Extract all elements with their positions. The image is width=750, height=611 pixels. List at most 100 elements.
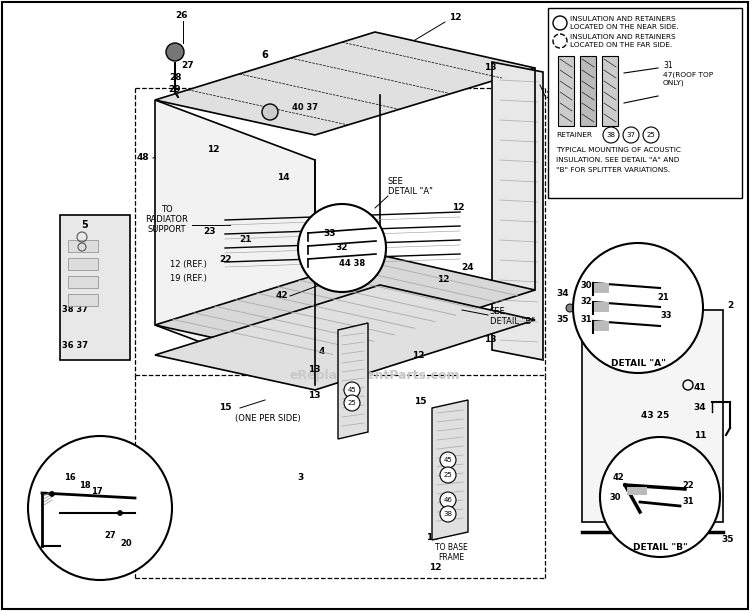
Text: 12: 12 — [436, 276, 449, 285]
Text: 25: 25 — [444, 472, 452, 478]
Text: INSULATION AND RETAINERS: INSULATION AND RETAINERS — [570, 16, 676, 22]
Bar — [558, 56, 574, 126]
Text: 34: 34 — [556, 288, 569, 298]
Text: 12: 12 — [448, 12, 461, 21]
Circle shape — [298, 204, 386, 292]
Text: 12 (REF.): 12 (REF.) — [170, 260, 206, 269]
Text: 29: 29 — [169, 86, 182, 95]
Bar — [602, 56, 618, 126]
Text: (ONE PER SIDE): (ONE PER SIDE) — [236, 414, 301, 422]
Text: 13: 13 — [484, 335, 496, 345]
Bar — [68, 276, 98, 288]
Circle shape — [610, 304, 618, 312]
Polygon shape — [155, 285, 535, 390]
Circle shape — [262, 104, 278, 120]
Circle shape — [603, 127, 619, 143]
Text: INSULATION. SEE DETAIL "A" AND: INSULATION. SEE DETAIL "A" AND — [556, 157, 680, 163]
Polygon shape — [492, 62, 543, 360]
Polygon shape — [155, 100, 315, 385]
Circle shape — [577, 304, 585, 312]
Text: 17: 17 — [92, 488, 103, 497]
Text: 28: 28 — [169, 73, 182, 82]
Text: 45: 45 — [444, 457, 452, 463]
Text: 13: 13 — [308, 365, 320, 375]
Bar — [580, 56, 596, 126]
Circle shape — [600, 437, 720, 557]
Text: ONLY): ONLY) — [663, 80, 685, 86]
Text: 21: 21 — [657, 293, 669, 302]
Circle shape — [573, 243, 703, 373]
Text: eReplacementParts.com: eReplacementParts.com — [290, 368, 460, 381]
Text: LOCATED ON THE NEAR SIDE.: LOCATED ON THE NEAR SIDE. — [570, 24, 679, 30]
Text: 42: 42 — [276, 291, 288, 301]
Polygon shape — [155, 32, 535, 135]
Bar — [68, 258, 98, 270]
Circle shape — [166, 43, 184, 61]
Text: 26: 26 — [176, 12, 188, 21]
Text: 5: 5 — [82, 220, 88, 230]
Circle shape — [28, 436, 172, 580]
Text: 13: 13 — [484, 64, 496, 73]
Text: 48: 48 — [136, 153, 149, 163]
Text: 31: 31 — [580, 315, 592, 324]
Text: RETAINER: RETAINER — [556, 132, 592, 138]
Text: 27: 27 — [182, 60, 194, 70]
Text: 44 38: 44 38 — [339, 258, 365, 268]
Text: 46: 46 — [443, 497, 452, 503]
Text: 11: 11 — [694, 431, 706, 439]
Bar — [548, 8, 742, 198]
Circle shape — [623, 127, 639, 143]
Circle shape — [599, 304, 607, 312]
Text: 31: 31 — [663, 60, 673, 70]
Text: 35: 35 — [722, 535, 734, 544]
Circle shape — [440, 506, 456, 522]
Text: 24: 24 — [462, 263, 474, 273]
Text: 27: 27 — [104, 532, 116, 541]
Text: 37: 37 — [626, 132, 635, 138]
Text: 36 37: 36 37 — [62, 340, 88, 349]
Circle shape — [344, 382, 360, 398]
Text: 22: 22 — [219, 255, 231, 265]
Text: 33: 33 — [660, 310, 672, 320]
Text: 4: 4 — [319, 348, 326, 356]
Text: "B" FOR SPLITTER VARIATIONS.: "B" FOR SPLITTER VARIATIONS. — [556, 167, 670, 173]
Text: 42: 42 — [612, 472, 624, 481]
Text: DETAIL "B": DETAIL "B" — [632, 543, 687, 552]
Text: 18: 18 — [80, 480, 91, 489]
Text: 38: 38 — [443, 511, 452, 517]
Bar — [68, 240, 98, 252]
Text: 6: 6 — [262, 50, 268, 60]
Circle shape — [643, 127, 659, 143]
Text: 12: 12 — [412, 351, 424, 359]
Polygon shape — [60, 215, 130, 360]
Text: 18: 18 — [426, 533, 438, 541]
Text: 35: 35 — [556, 315, 569, 324]
Text: DETAIL "A": DETAIL "A" — [388, 186, 433, 196]
Circle shape — [118, 511, 122, 516]
Text: 32: 32 — [580, 298, 592, 307]
Polygon shape — [432, 400, 468, 540]
Bar — [68, 294, 98, 306]
Text: 32: 32 — [336, 244, 348, 252]
Text: 14: 14 — [277, 174, 290, 183]
Text: TYPICAL MOUNTING OF ACOUSTIC: TYPICAL MOUNTING OF ACOUSTIC — [556, 147, 681, 153]
Circle shape — [440, 467, 456, 483]
Bar — [627, 487, 647, 495]
Text: 2: 2 — [727, 301, 733, 310]
Text: 25: 25 — [347, 400, 356, 406]
Text: 45: 45 — [347, 387, 356, 393]
Text: RADIATOR: RADIATOR — [146, 216, 188, 224]
Polygon shape — [582, 310, 723, 522]
Circle shape — [588, 304, 596, 312]
Text: 21: 21 — [240, 235, 252, 244]
Text: 12: 12 — [452, 203, 464, 213]
Polygon shape — [338, 323, 368, 439]
Text: 47(ROOF TOP: 47(ROOF TOP — [663, 71, 713, 78]
Text: 43 25: 43 25 — [640, 411, 669, 420]
Text: LOCATED ON THE FAR SIDE.: LOCATED ON THE FAR SIDE. — [570, 42, 672, 48]
Text: 30: 30 — [580, 280, 592, 290]
Text: 34: 34 — [694, 403, 706, 412]
Text: 23: 23 — [204, 227, 216, 236]
Bar — [594, 302, 609, 312]
Circle shape — [50, 491, 55, 497]
